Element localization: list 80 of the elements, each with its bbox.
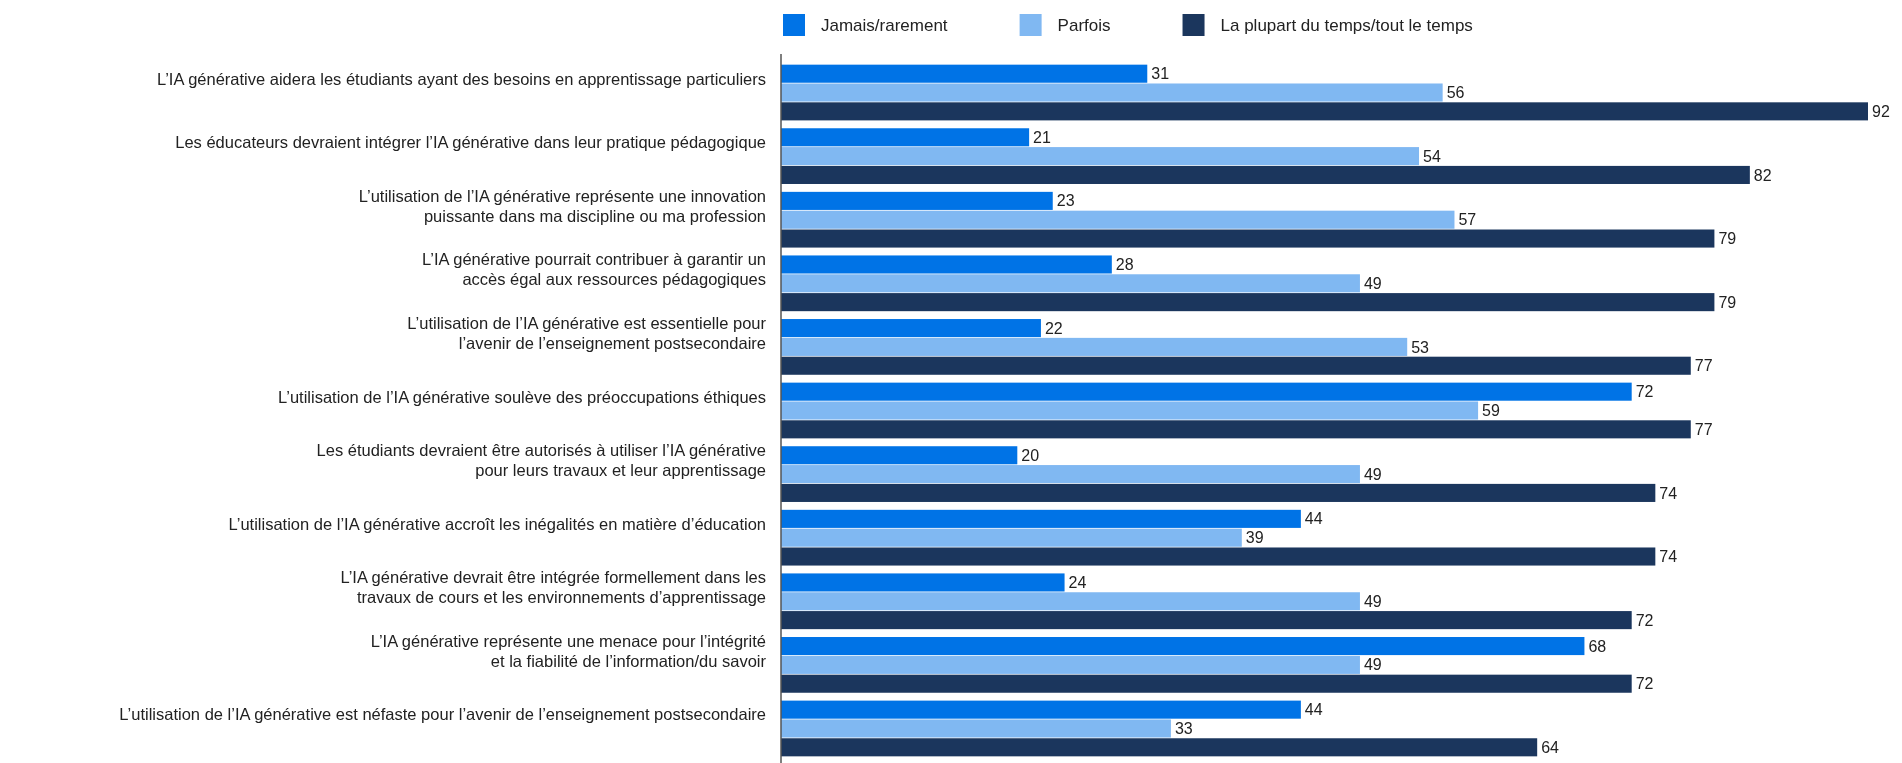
bar [781, 420, 1691, 439]
legend-label: Jamais/rarement [821, 15, 948, 35]
data-label: 28 [1115, 256, 1134, 274]
data-label: 49 [1363, 656, 1382, 674]
bar [781, 738, 1538, 757]
data-label: 64 [1541, 738, 1560, 756]
bar [781, 674, 1632, 693]
data-label: 53 [1411, 338, 1430, 356]
data-label: 44 [1304, 510, 1323, 528]
data-label: 72 [1635, 611, 1654, 629]
bar [781, 191, 1053, 210]
data-label: 49 [1363, 274, 1382, 292]
data-label: 31 [1151, 65, 1170, 83]
data-label: 49 [1363, 592, 1382, 610]
y-tick-label: L’IA générative représente une menace pour l’intégrité et la fiabilité de l’information/du savoir [370, 631, 767, 670]
legend-label: Parfois [1057, 15, 1111, 35]
bar [781, 147, 1420, 166]
data-label: 77 [1694, 357, 1713, 375]
bar [781, 83, 1443, 102]
data-label: 59 [1482, 402, 1500, 420]
bar [781, 165, 1750, 184]
bar [781, 719, 1171, 738]
bar [781, 337, 1408, 356]
data-label: 22 [1044, 319, 1063, 337]
bar [781, 64, 1148, 83]
data-label: 74 [1659, 548, 1678, 566]
bar [781, 547, 1656, 566]
data-label: 79 [1718, 230, 1737, 248]
y-tick-label: L’IA générative pourrait contribuer à garantir un accès égal aux ressources pédagogiques [422, 250, 766, 289]
bar [781, 356, 1691, 375]
y-tick-label: L’utilisation de l’IA générative accroît les inégalités en matière d’éducation [228, 514, 766, 533]
data-label: 79 [1718, 293, 1737, 311]
bar [781, 102, 1868, 121]
data-label: 56 [1446, 84, 1465, 102]
y-tick-label: Les éducateurs devraient intégrer l’IA générative dans leur pratique pédagogique [175, 133, 766, 152]
data-label: 33 [1174, 720, 1193, 738]
y-tick-label: L’IA générative aidera les étudiants ayant des besoins en apprentissage particuliers [156, 69, 766, 88]
data-label: 21 [1033, 128, 1052, 146]
bar [781, 592, 1360, 611]
bar [781, 700, 1301, 719]
data-label: 72 [1635, 383, 1654, 401]
bar [781, 210, 1455, 229]
bar [781, 274, 1360, 293]
y-tick-label: L’utilisation de l’IA générative soulève des préoccupations éthiques [278, 387, 766, 406]
bar [781, 483, 1656, 502]
y-tick-label: L’utilisation de l’IA générative représente une innovation puissante dans ma discipline ou ma profession [358, 186, 766, 225]
bar [781, 401, 1479, 420]
data-label: 77 [1694, 420, 1713, 438]
bar [781, 509, 1301, 528]
bar [781, 255, 1112, 274]
data-label: 54 [1423, 147, 1441, 165]
bar [781, 446, 1018, 465]
data-label: 92 [1872, 102, 1890, 120]
bar [781, 611, 1632, 630]
y-tick-label: L’IA générative devrait être intégrée formellement dans les travaux de cours et les environnements d’apprentissage [340, 568, 766, 607]
bar [781, 637, 1585, 656]
data-label: 57 [1458, 211, 1477, 229]
y-tick-label: Les étudiants devraient être autorisés à utiliser l’IA générative pour leurs travaux et leur apprentissage [316, 441, 766, 480]
bar [781, 293, 1715, 312]
bar [781, 465, 1360, 484]
bar [781, 655, 1360, 674]
y-tick-label: L’utilisation de l’IA générative est essentielle pour l’avenir de l’enseignement postsecondaire [407, 313, 767, 352]
data-label: 24 [1068, 574, 1087, 592]
data-label: 72 [1635, 675, 1654, 693]
data-label: 49 [1363, 465, 1382, 483]
bar [781, 573, 1065, 592]
data-label: 44 [1304, 701, 1323, 719]
bar [781, 382, 1632, 401]
bar [781, 229, 1715, 248]
data-label: 20 [1021, 446, 1040, 464]
bar [781, 319, 1041, 338]
data-label: 82 [1753, 166, 1772, 184]
legend-label: La plupart du temps/tout le temps [1220, 15, 1473, 35]
data-label: 74 [1659, 484, 1678, 502]
data-label: 68 [1588, 637, 1607, 655]
bar [781, 128, 1030, 147]
data-label: 23 [1056, 192, 1075, 210]
data-label: 39 [1245, 529, 1264, 547]
bar [781, 528, 1242, 547]
y-tick-label: L’utilisation de l’IA générative est néfaste pour l’avenir de l’enseignement postsecondaire [119, 705, 766, 724]
